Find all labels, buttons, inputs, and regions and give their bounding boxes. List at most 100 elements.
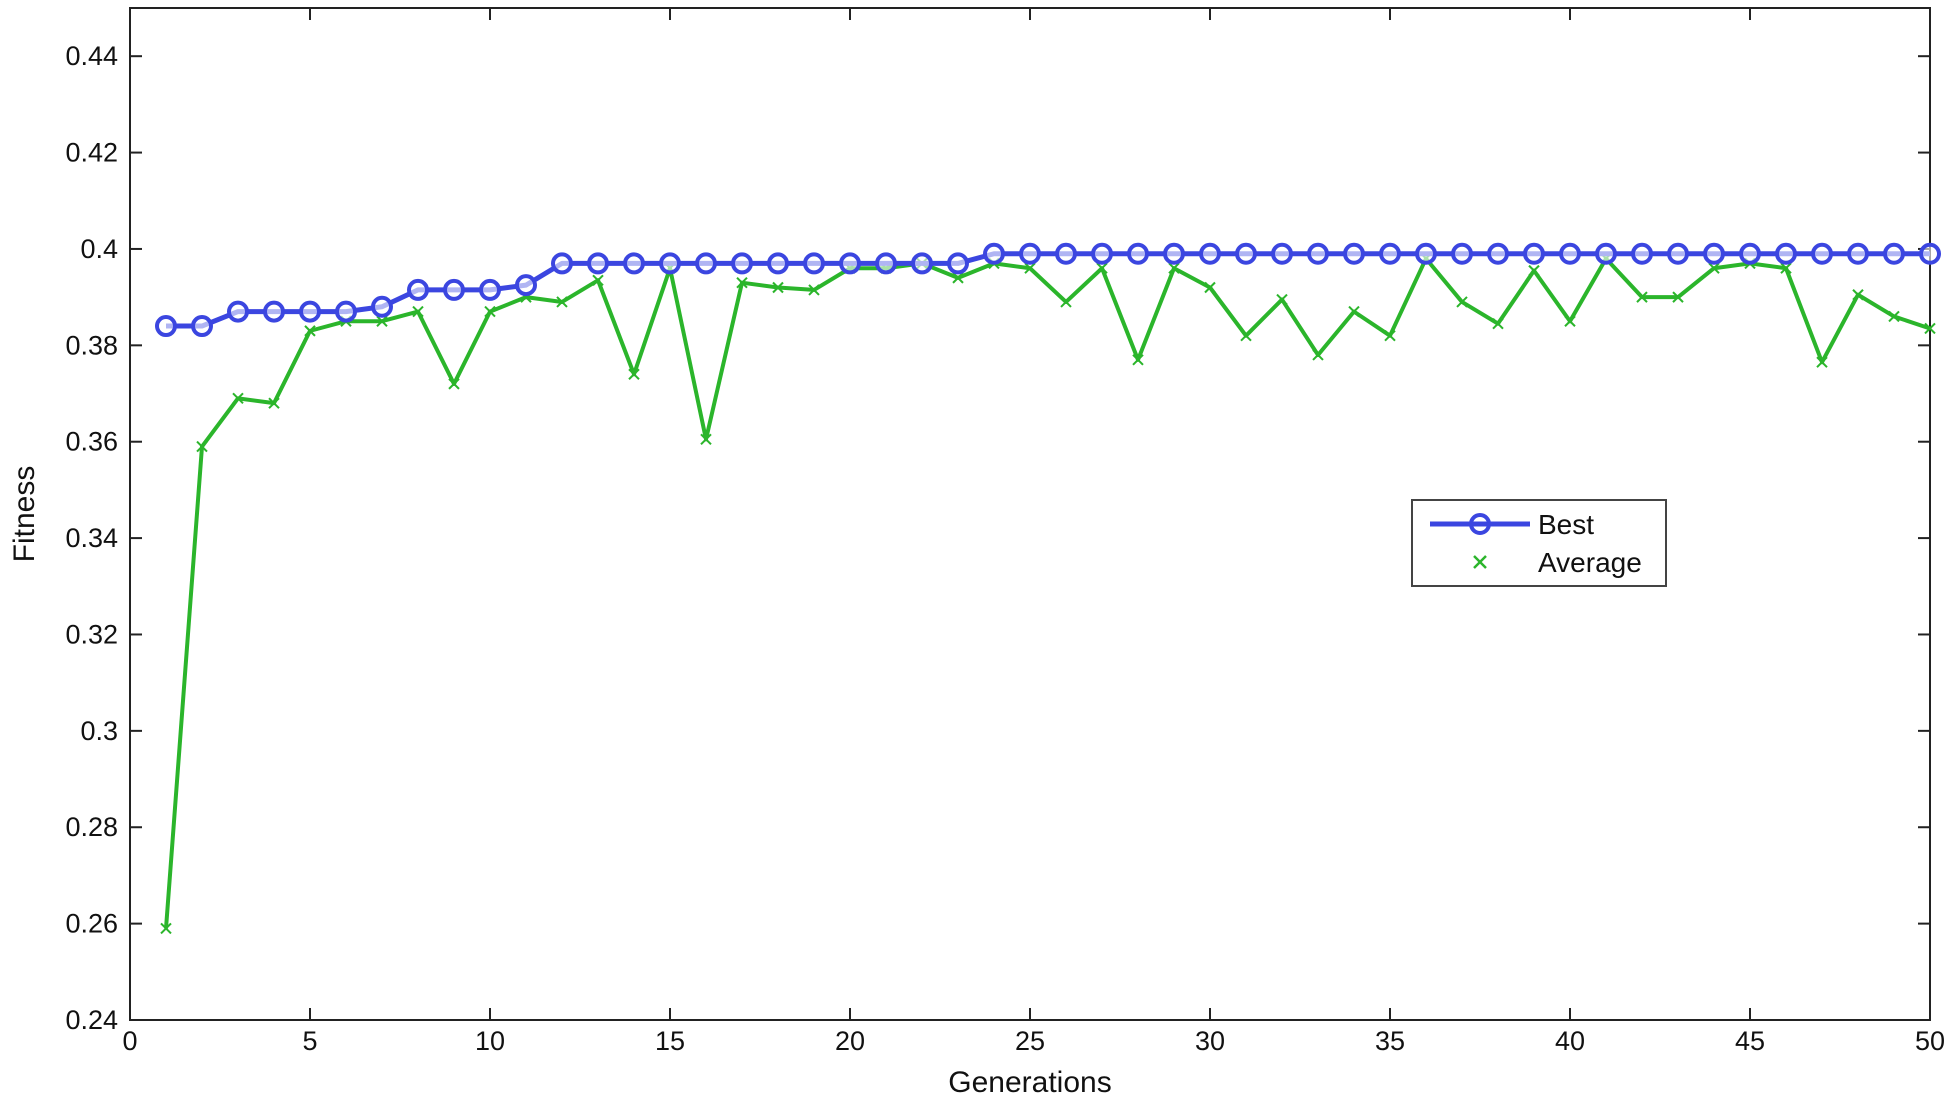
y-tick-label: 0.4 bbox=[80, 234, 118, 264]
average-point bbox=[592, 274, 604, 286]
best-point bbox=[659, 252, 681, 275]
axis-ticks bbox=[129, 8, 1931, 1021]
average-point bbox=[160, 922, 172, 935]
legend-average-marker bbox=[1473, 555, 1487, 569]
series-layer bbox=[155, 242, 1941, 935]
x-tick-label: 40 bbox=[1555, 1026, 1585, 1056]
best-point bbox=[1739, 242, 1761, 265]
best-point bbox=[1811, 242, 1833, 265]
best-point bbox=[1523, 242, 1545, 265]
x-tick-label: 5 bbox=[302, 1026, 317, 1056]
average-point bbox=[1852, 289, 1864, 301]
best-point bbox=[515, 274, 537, 297]
x-tick-label: 35 bbox=[1375, 1026, 1405, 1056]
best-point bbox=[479, 278, 501, 301]
best-point bbox=[1451, 242, 1473, 265]
average-point bbox=[772, 281, 784, 294]
average-point bbox=[1528, 264, 1540, 277]
average-point bbox=[1780, 262, 1792, 274]
average-point bbox=[1384, 329, 1396, 342]
best-point bbox=[947, 252, 969, 275]
best-point bbox=[1127, 242, 1149, 265]
average-point bbox=[1456, 296, 1468, 308]
best-point bbox=[1271, 242, 1293, 265]
best-point bbox=[443, 278, 465, 301]
average-point bbox=[1204, 281, 1216, 294]
average-point bbox=[1672, 291, 1684, 303]
best-point bbox=[875, 252, 897, 275]
best-point bbox=[1415, 242, 1437, 265]
x-tick-label: 30 bbox=[1195, 1026, 1225, 1056]
best-point bbox=[1163, 242, 1185, 265]
best-point bbox=[983, 242, 1005, 265]
average-point bbox=[1564, 315, 1576, 327]
average-point bbox=[1348, 305, 1360, 318]
best-point bbox=[1919, 242, 1941, 265]
best-point bbox=[371, 295, 393, 318]
best-point bbox=[731, 252, 753, 275]
best-point bbox=[1595, 242, 1617, 265]
average-point bbox=[412, 305, 424, 318]
average-point bbox=[1240, 329, 1252, 342]
average-point bbox=[1096, 262, 1108, 274]
best-point bbox=[839, 252, 861, 275]
y-tick-label: 0.32 bbox=[65, 619, 118, 649]
average-point bbox=[556, 296, 568, 308]
y-tick-label: 0.28 bbox=[65, 812, 118, 842]
average-point bbox=[304, 325, 316, 337]
best-point bbox=[1091, 242, 1113, 265]
y-tick-label: 0.3 bbox=[80, 716, 118, 746]
best-point bbox=[335, 300, 357, 323]
best-point bbox=[1559, 242, 1581, 265]
average-point bbox=[1816, 356, 1828, 368]
average-point bbox=[736, 276, 748, 289]
average-point bbox=[1924, 322, 1936, 335]
average-point bbox=[1276, 293, 1288, 306]
average-point bbox=[1060, 296, 1072, 308]
x-tick-label: 20 bbox=[835, 1026, 865, 1056]
average-point bbox=[1132, 354, 1144, 366]
average-point bbox=[1888, 310, 1900, 323]
tick-labels: 0 5 10 15 20 25 30 35 40 45 50 0.24 0.26 0.28 0.3 0.32 0… bbox=[65, 41, 1945, 1056]
average-point bbox=[1708, 262, 1720, 274]
best-point bbox=[1703, 242, 1725, 265]
best-point bbox=[1379, 242, 1401, 265]
y-tick-label: 0.42 bbox=[65, 138, 118, 168]
best-point bbox=[1055, 242, 1077, 265]
x-axis-title: Generations bbox=[948, 1066, 1111, 1099]
average-point bbox=[196, 440, 208, 453]
average-point bbox=[232, 392, 244, 405]
legend-box bbox=[1411, 499, 1667, 587]
best-point bbox=[1775, 242, 1797, 265]
average-point bbox=[700, 433, 712, 446]
best-point bbox=[227, 300, 249, 323]
best-point bbox=[695, 252, 717, 275]
best-point bbox=[911, 252, 933, 275]
best-point bbox=[1883, 242, 1905, 265]
average-point bbox=[268, 397, 280, 409]
y-tick-label: 0.36 bbox=[65, 427, 118, 457]
best-point bbox=[1019, 242, 1041, 265]
best-point bbox=[1847, 242, 1869, 265]
best-point bbox=[299, 300, 321, 323]
average-point bbox=[484, 305, 496, 318]
best-point bbox=[1487, 242, 1509, 265]
average-point bbox=[1492, 317, 1504, 330]
x-tick-label: 0 bbox=[122, 1026, 137, 1056]
legend-best-marker bbox=[1469, 513, 1491, 535]
best-point bbox=[623, 252, 645, 275]
average-point bbox=[628, 368, 640, 380]
series-average-line bbox=[164, 256, 1931, 929]
best-point bbox=[1343, 242, 1365, 265]
best-point bbox=[1307, 242, 1329, 265]
average-point bbox=[1312, 349, 1324, 361]
best-point bbox=[551, 252, 573, 275]
best-point bbox=[587, 252, 609, 275]
legend-best-label: Best bbox=[1538, 509, 1594, 540]
best-point bbox=[1199, 242, 1221, 265]
average-point bbox=[448, 378, 460, 390]
average-point bbox=[1636, 291, 1648, 303]
y-axis-title: Fitness bbox=[8, 466, 41, 563]
